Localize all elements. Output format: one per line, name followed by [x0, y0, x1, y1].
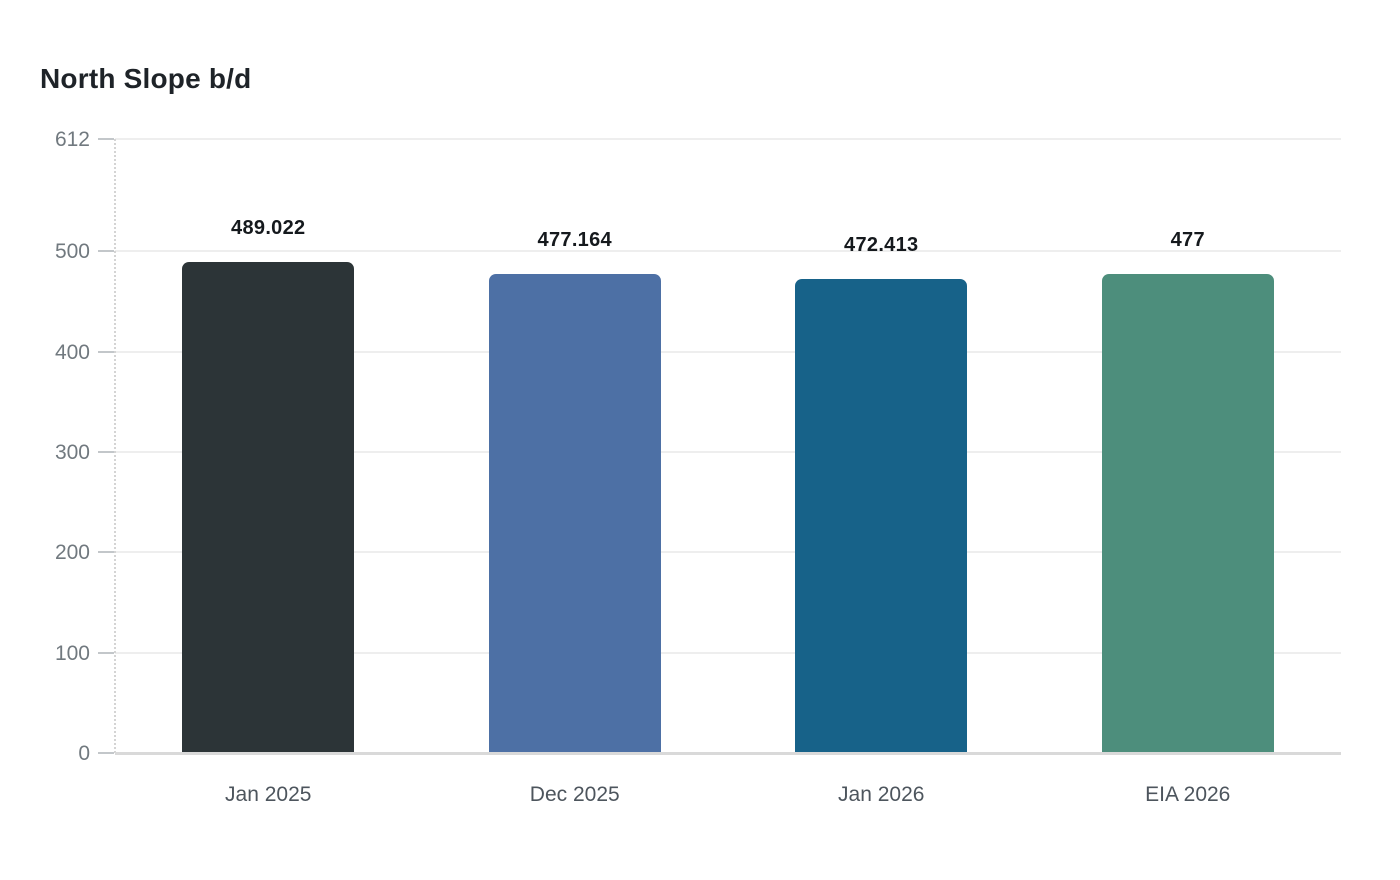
bar — [488, 274, 661, 752]
y-tick-label: 500 — [54, 240, 90, 264]
y-tick-mark — [98, 651, 114, 654]
x-axis-line — [115, 752, 1341, 755]
gridline — [115, 138, 1341, 140]
gridline — [115, 651, 1341, 654]
x-category-label: Jan 2026 — [838, 783, 925, 806]
bar-value-label: 489.022 — [231, 217, 306, 240]
y-tick-mark — [98, 752, 114, 754]
y-tick-mark — [98, 451, 114, 454]
x-category-label: Jan 2025 — [225, 783, 312, 806]
bar-value-label: 477.164 — [537, 229, 612, 252]
y-tick-label: 0 — [78, 742, 90, 765]
gridline — [115, 350, 1341, 353]
y-tick-mark — [98, 250, 114, 253]
gridline — [115, 551, 1341, 554]
bar — [182, 262, 355, 752]
y-tick-label: 100 — [54, 641, 90, 665]
bar — [795, 279, 968, 752]
bar-value-label: 477 — [1170, 229, 1205, 252]
bar-value-label: 472.413 — [844, 234, 919, 257]
y-tick-label: 300 — [54, 441, 90, 465]
y-tick-label: 612 — [54, 128, 90, 151]
gridline — [115, 250, 1341, 253]
y-tick-mark — [98, 138, 114, 140]
y-tick-mark — [98, 350, 114, 353]
y-tick-label: 400 — [54, 340, 90, 364]
y-axis-line — [114, 139, 116, 753]
x-category-label: EIA 2026 — [1145, 783, 1231, 806]
x-category-label: Dec 2025 — [529, 783, 620, 806]
chart-title: North Slope b/d — [40, 63, 252, 94]
bar — [1101, 274, 1274, 752]
y-tick-label: 200 — [54, 541, 90, 565]
y-tick-mark — [98, 551, 114, 554]
gridline — [115, 451, 1341, 454]
